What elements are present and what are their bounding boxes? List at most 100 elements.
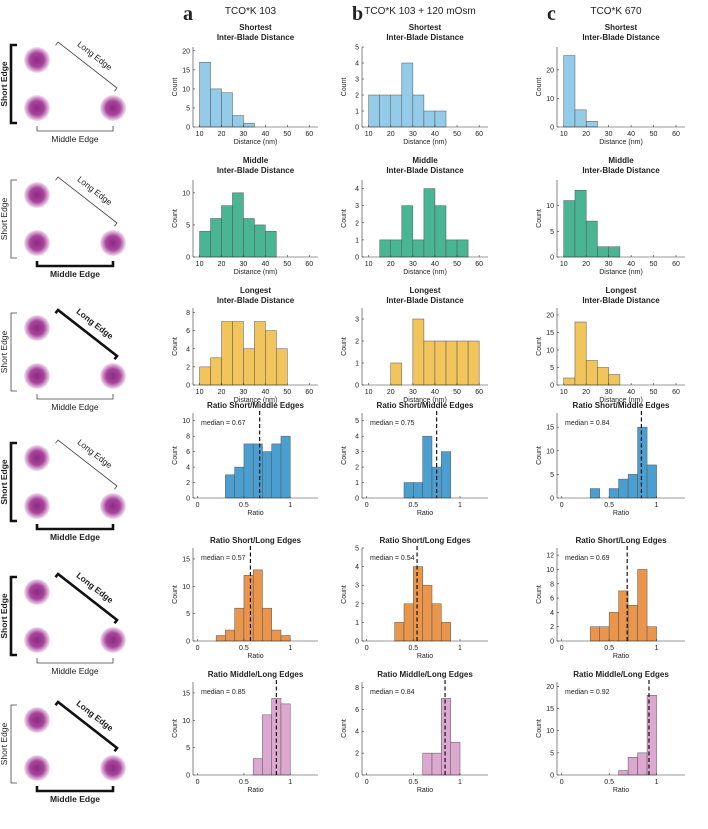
- middle-edge-bracket: [35, 524, 115, 531]
- short-edge-bracket: [9, 43, 17, 125]
- y-tick-label: 4: [355, 434, 359, 441]
- y-tick-label: 0: [355, 496, 359, 503]
- blade-circle: [100, 95, 126, 121]
- bar: [210, 218, 222, 258]
- blade-circle: [24, 579, 50, 605]
- x-tick-label: 0: [365, 502, 369, 509]
- bar: [234, 607, 245, 642]
- y-tick-label: 0: [550, 639, 554, 646]
- y-tick-label: 2: [355, 465, 359, 472]
- x-tick-label: 40: [431, 389, 439, 396]
- x-tick-label: 1: [458, 645, 462, 652]
- bar: [221, 205, 233, 258]
- chart-title: Inter-Blade Distance: [386, 166, 464, 175]
- y-tick-label: 0: [550, 125, 554, 132]
- blade-circle: [24, 363, 50, 389]
- chart-title: Inter-Blade Distance: [582, 33, 660, 42]
- middle-edge-label: Middle Edge: [50, 794, 100, 804]
- bar: [254, 224, 266, 258]
- x-tick-label: 0.5: [604, 645, 614, 652]
- x-tick-label: 1: [655, 645, 659, 652]
- bar: [608, 246, 621, 258]
- y-tick-label: 4: [550, 610, 554, 617]
- x-tick-label: 20: [582, 131, 590, 138]
- y-tick-label: 10: [182, 418, 190, 425]
- y-tick-label: 8: [186, 310, 190, 317]
- y-axis-label: Count: [536, 446, 543, 465]
- bar: [243, 122, 255, 128]
- chart-title: Longest: [605, 286, 636, 295]
- bar: [627, 757, 638, 776]
- y-tick-label: 20: [546, 684, 554, 691]
- panel-letter: a: [183, 3, 193, 25]
- middle-edge-bracket: [36, 394, 114, 400]
- bar: [589, 626, 600, 642]
- bar: [243, 443, 254, 499]
- x-tick-label: 20: [387, 261, 395, 268]
- chart-title: Inter-Blade Distance: [386, 296, 464, 305]
- y-tick-label: 15: [182, 556, 190, 563]
- x-axis-label: Distance (nm): [403, 397, 447, 404]
- y-tick-label: 10: [546, 348, 554, 355]
- chart-title: Shortest: [409, 23, 442, 32]
- bar: [210, 357, 222, 386]
- x-tick-label: 20: [218, 131, 226, 138]
- blade-circle: [24, 47, 50, 73]
- y-tick-label: 4: [355, 186, 359, 193]
- x-tick-label: 0: [560, 645, 564, 652]
- x-tick-label: 1: [288, 502, 292, 509]
- x-tick-label: 30: [409, 261, 417, 268]
- edge-diagram: Short Edge Middle Edge Long Edge: [0, 570, 126, 676]
- edge-diagram: Short Edge Middle Edge Long Edge: [0, 698, 126, 804]
- x-tick-label: 30: [240, 131, 248, 138]
- y-tick-label: 5: [186, 745, 190, 752]
- bar: [199, 366, 211, 386]
- chart-title: Ratio Short/Middle Edges: [377, 401, 474, 410]
- bar: [262, 714, 272, 776]
- x-axis-label: Ratio: [417, 787, 433, 794]
- y-tick-label: 3: [355, 583, 359, 590]
- y-tick-label: 2: [355, 220, 359, 227]
- middle-edge-label: Middle Edge: [51, 402, 99, 412]
- bar: [262, 451, 272, 499]
- x-tick-label: 0: [196, 502, 200, 509]
- bar: [423, 340, 436, 386]
- y-axis-label: Count: [341, 209, 348, 228]
- blade-circle: [100, 363, 126, 389]
- y-tick-label: 6: [186, 449, 190, 456]
- y-tick-label: 15: [182, 690, 190, 697]
- bar: [585, 220, 598, 258]
- y-tick-label: 8: [186, 434, 190, 441]
- y-tick-label: 5: [550, 229, 554, 236]
- bar: [243, 348, 255, 386]
- y-tick-label: 0: [355, 773, 359, 780]
- bar: [646, 626, 657, 642]
- chart-title: Inter-Blade Distance: [217, 166, 295, 175]
- x-tick-label: 10: [196, 261, 204, 268]
- y-axis-label: Count: [341, 719, 348, 738]
- x-tick-label: 50: [453, 131, 461, 138]
- x-axis-label: Ratio: [613, 787, 629, 794]
- chart-title: Ratio Short/Long Edges: [379, 536, 471, 545]
- y-tick-label: 6: [186, 328, 190, 335]
- y-axis-label: Count: [341, 585, 348, 604]
- x-tick-label: 10: [196, 389, 204, 396]
- x-tick-label: 30: [605, 389, 613, 396]
- x-tick-label: 30: [240, 389, 248, 396]
- x-tick-label: 30: [409, 389, 417, 396]
- short-edge-label: Short Edge: [0, 459, 9, 505]
- chart-title: Ratio Short/Middle Edges: [207, 401, 304, 410]
- y-axis-label: Count: [341, 446, 348, 465]
- bar: [450, 741, 461, 776]
- x-axis-label: Distance (nm): [234, 139, 278, 146]
- bar: [456, 340, 469, 386]
- bar: [280, 635, 291, 642]
- y-tick-label: 2: [550, 624, 554, 631]
- bar: [265, 231, 277, 258]
- chart-title: Ratio Short/Long Edges: [210, 536, 302, 545]
- y-tick-label: 2: [355, 339, 359, 346]
- x-tick-label: 10: [560, 261, 568, 268]
- x-axis-label: Ratio: [613, 510, 629, 517]
- long-edge-bracket: [55, 176, 118, 227]
- chart-title: Longest: [240, 286, 271, 295]
